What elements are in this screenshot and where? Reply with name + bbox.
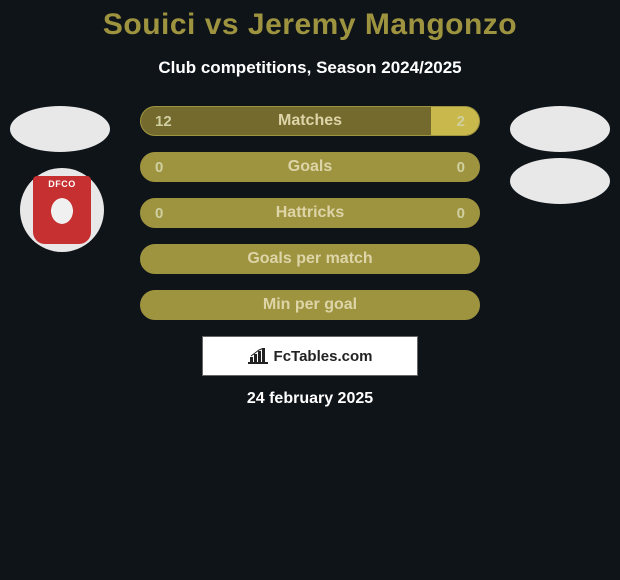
- bar-label: Min per goal: [263, 296, 357, 314]
- bar-value-right: 0: [457, 205, 465, 222]
- page-title: Souici vs Jeremy Mangonzo: [0, 8, 620, 42]
- footer-badge: FcTables.com: [202, 336, 418, 376]
- content-area: DFCO 12 2 Matches 0 0 Goals 0 0 Hattricks Goals p…: [0, 106, 620, 408]
- player-avatar-left: [10, 106, 110, 152]
- stat-bar-row: 0 0 Goals: [140, 152, 480, 182]
- player-avatar-right-2: [510, 158, 610, 204]
- chart-icon: [248, 348, 268, 364]
- bar-value-right: 2: [457, 113, 465, 130]
- player-avatar-right-1: [510, 106, 610, 152]
- stat-bars: 12 2 Matches 0 0 Goals 0 0 Hattricks Goals per ma…: [140, 106, 480, 320]
- subtitle: Club competitions, Season 2024/2025: [0, 58, 620, 78]
- bar-label: Goals per match: [247, 250, 372, 268]
- bar-label: Matches: [278, 112, 342, 130]
- bar-label: Goals: [288, 158, 332, 176]
- club-logo-label: DFCO: [48, 179, 76, 189]
- club-logo-owl-icon: [45, 191, 79, 231]
- footer-date: 24 february 2025: [0, 390, 620, 408]
- stat-bar-row: 0 0 Hattricks: [140, 198, 480, 228]
- stat-bar-row: Min per goal: [140, 290, 480, 320]
- stat-bar-row: Goals per match: [140, 244, 480, 274]
- bar-fill-right: [431, 107, 479, 135]
- footer-brand: FcTables.com: [274, 348, 373, 365]
- bar-value-left: 0: [155, 159, 163, 176]
- club-logo-shield: DFCO: [33, 176, 91, 244]
- stat-bar-row: 12 2 Matches: [140, 106, 480, 136]
- bar-value-right: 0: [457, 159, 465, 176]
- bar-label: Hattricks: [276, 204, 344, 222]
- bar-value-left: 0: [155, 205, 163, 222]
- club-logo: DFCO: [20, 168, 104, 252]
- infographic-container: Souici vs Jeremy Mangonzo Club competiti…: [0, 0, 620, 408]
- bar-value-left: 12: [155, 113, 172, 130]
